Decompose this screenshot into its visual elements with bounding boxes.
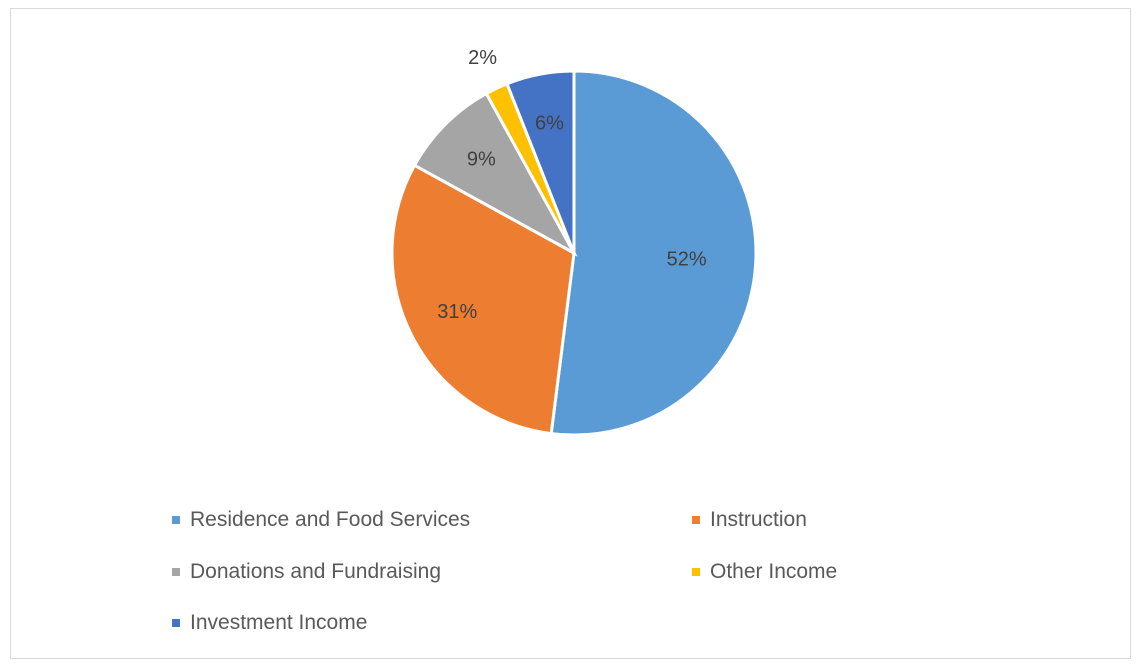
legend-item-other-income: Other Income xyxy=(692,560,837,584)
pie-slice-donations xyxy=(412,91,578,257)
pie-data-labels: 52% 31% 9% 2% 6% xyxy=(437,47,707,323)
legend-item-donations: Donations and Fundraising xyxy=(172,560,441,584)
legend-label-investment: Investment Income xyxy=(190,611,368,634)
data-label-donations: 9% xyxy=(467,149,496,171)
legend-label-instruction: Instruction xyxy=(710,508,807,531)
data-label-residence: 52% xyxy=(667,248,707,270)
pie-slice-investment xyxy=(505,69,576,254)
pie-slice-instruction xyxy=(390,163,576,436)
legend-swatch-residence xyxy=(172,516,180,524)
legend-swatch-other-income xyxy=(692,568,700,576)
legend-label-other-income: Other Income xyxy=(710,560,838,583)
legend-label-donations: Donations and Fundraising xyxy=(190,560,441,583)
legend-item-residence: Residence and Food Services xyxy=(172,508,470,532)
legend-item-instruction: Instruction xyxy=(692,508,807,532)
legend-swatch-instruction xyxy=(692,516,700,524)
pie-slice-residence xyxy=(549,69,758,437)
data-label-other-income: 2% xyxy=(468,47,497,69)
legend-swatch-investment xyxy=(172,619,180,627)
data-label-instruction: 31% xyxy=(437,301,477,323)
data-label-investment: 6% xyxy=(535,113,564,135)
legend-swatch-donations xyxy=(172,568,180,576)
pie-slices xyxy=(390,69,758,437)
legend-item-investment: Investment Income xyxy=(172,611,367,635)
legend-label-residence: Residence and Food Services xyxy=(190,508,471,531)
